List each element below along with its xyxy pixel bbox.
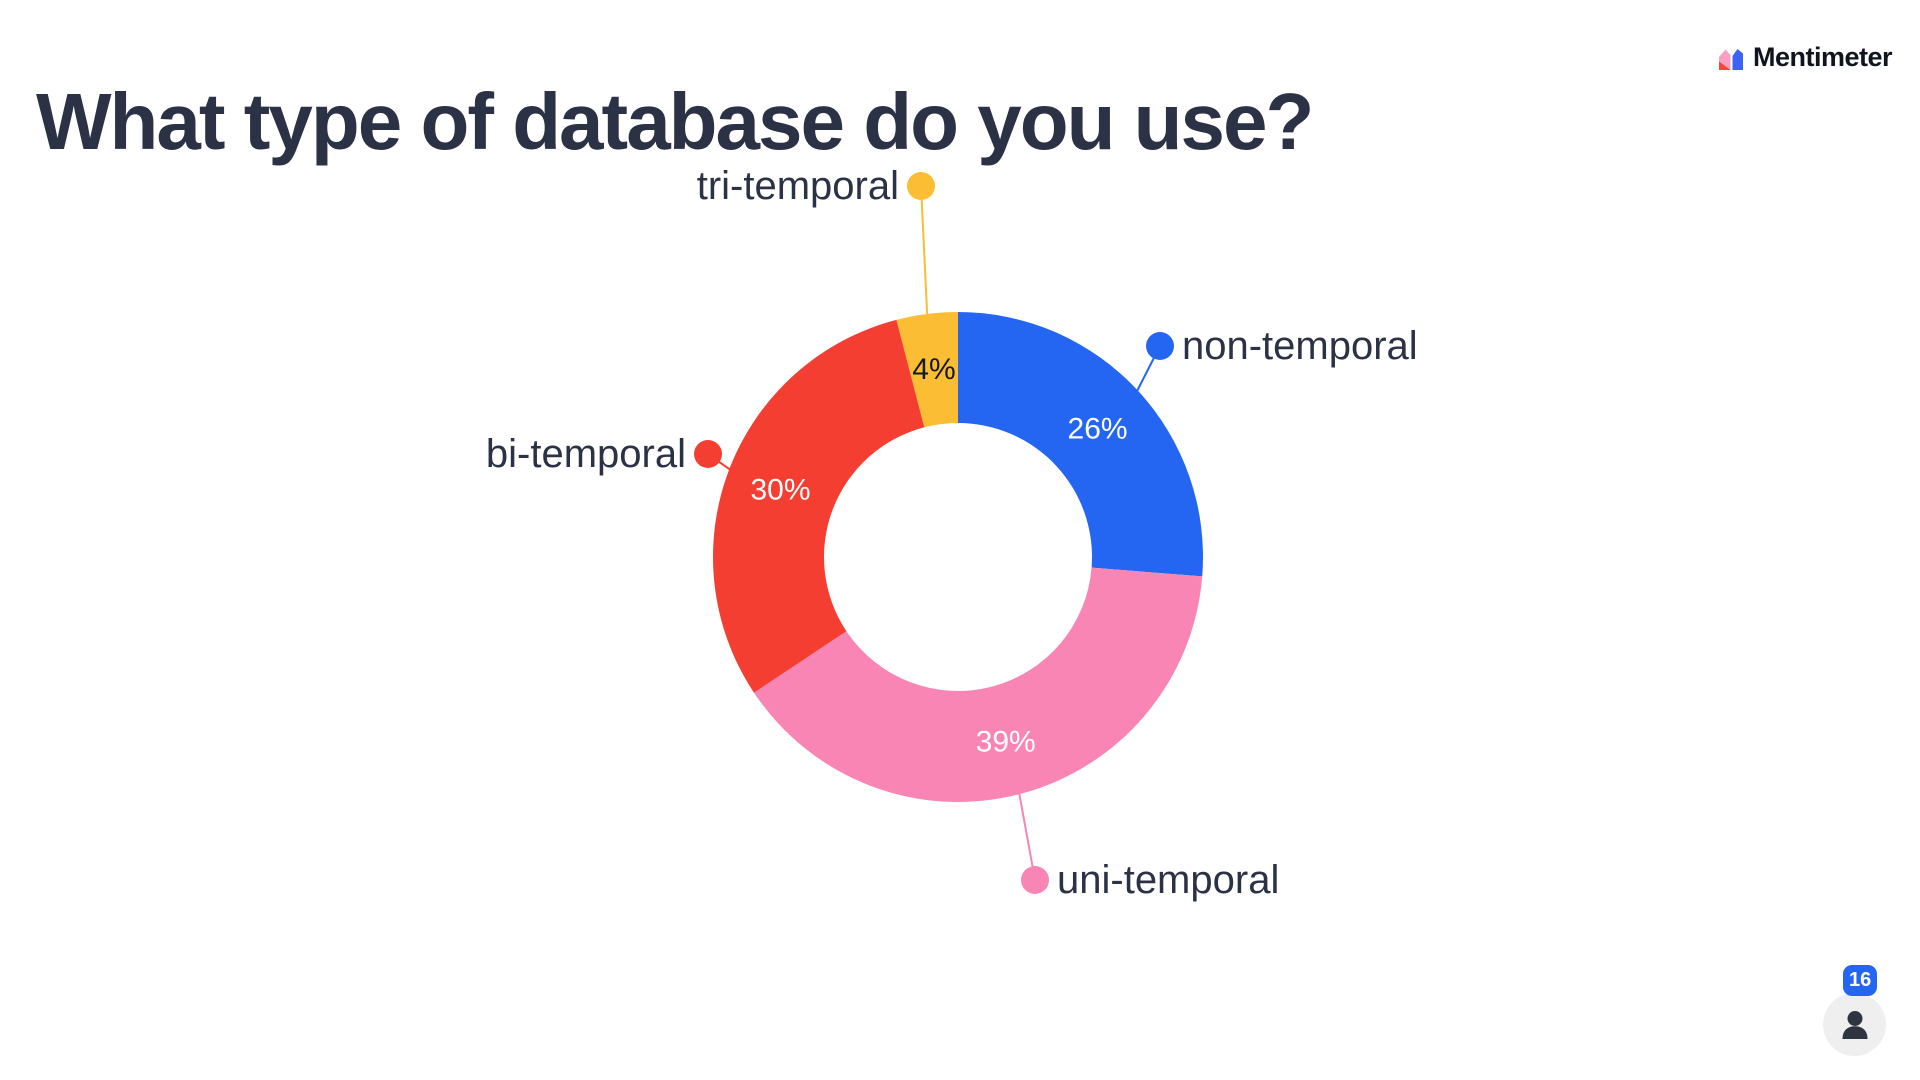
donut-slice-bi-temporal [713,319,925,693]
participant-avatar-circle[interactable] [1823,993,1886,1056]
page-title: What type of database do you use? [36,76,1314,166]
callout-label-uni-temporal: uni-temporal [1057,860,1279,900]
callout-text-tri-temporal: tri-temporal [696,164,899,208]
slice-value-label-non-temporal: 26% [1068,413,1128,446]
mentimeter-logo-text: Mentimeter [1752,42,1893,72]
callout-dot-non-temporal [1146,332,1174,360]
donut-slice-non-temporal [958,312,1203,577]
callout-label-non-temporal: non-temporal [1182,326,1418,366]
participant-count: 16 [1849,969,1872,991]
participant-count-badge: 16 [1843,965,1878,996]
callout-label-tri-temporal: tri-temporal [697,166,899,206]
callout-text-uni-temporal: uni-temporal [1057,858,1280,902]
callout-dot-tri-temporal [907,172,935,200]
mentimeter-logo-icon [1718,48,1743,70]
slice-value-label-uni-temporal: 39% [976,725,1036,758]
participant-counter[interactable]: 16 [1823,960,1913,1070]
callout-dot-bi-temporal [694,440,722,468]
callout-leader-uni-temporal [1018,792,1036,881]
callout-text-non-temporal: non-temporal [1182,324,1418,368]
donut-slice-uni-temporal [754,567,1203,802]
callout-dot-uni-temporal [1021,866,1049,894]
callout-label-bi-temporal: bi-temporal [486,434,686,474]
callout-text-bi-temporal: bi-temporal [485,432,686,476]
slice-value-label-bi-temporal: 30% [750,474,810,507]
donut-slice-tri-temporal [896,312,958,428]
mentimeter-logo: Mentimeter [1717,42,1893,73]
person-icon [1842,1010,1867,1039]
slice-value-label-tri-temporal: 4% [912,353,955,386]
callout-leader-tri-temporal [920,185,929,317]
